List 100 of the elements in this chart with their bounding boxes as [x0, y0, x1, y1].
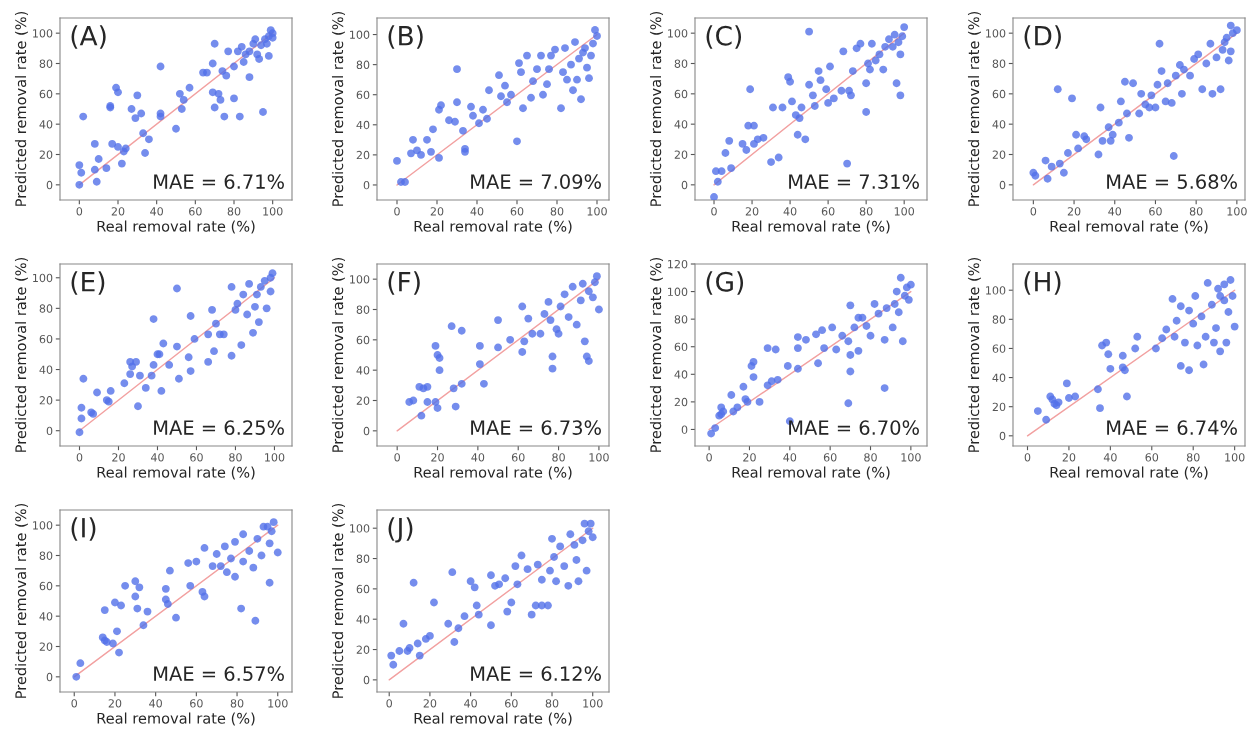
y-tick-label: 80	[356, 60, 370, 70]
y-axis-title: Predicted removal rate (%)	[649, 11, 663, 206]
x-tick-label: 80	[550, 207, 564, 216]
x-tick-label: 20	[1062, 453, 1076, 462]
x-axis-title: Real removal rate (%)	[97, 220, 255, 234]
y-axis-title: Predicted removal rate (%)	[14, 503, 28, 698]
x-tick-label: 40	[150, 207, 163, 216]
x-tick-label: 80	[1189, 207, 1203, 216]
chart-title: (J)	[388, 517, 413, 543]
x-tick-label: 40	[783, 207, 797, 216]
y-tick-label: 60	[674, 89, 688, 99]
x-tick-label: 0	[1030, 207, 1037, 216]
y-tick-label: 100	[668, 29, 688, 38]
y-tick-label: 80	[674, 315, 688, 324]
x-tick-label: 0	[394, 453, 400, 462]
x-tick-label: 60	[189, 207, 202, 216]
x-tick-label: 60	[190, 699, 203, 708]
y-tick-label: 20	[39, 396, 53, 405]
x-tick-label: 40	[149, 699, 162, 708]
x-tick-label: 0	[71, 699, 78, 708]
y-tick-label: 0	[681, 425, 688, 434]
chart-title: (A)	[71, 25, 106, 49]
y-tick-label: 0	[999, 180, 1006, 190]
x-tick-label: 20	[108, 699, 122, 708]
x-tick-label: 20	[743, 453, 756, 462]
chart-title: (B)	[388, 25, 423, 49]
y-axis-title: Predicted removal rate (%)	[331, 503, 345, 698]
y-tick-label: 60	[356, 90, 370, 100]
x-tick-label: 100	[583, 699, 603, 708]
x-tick-label: 20	[423, 699, 437, 708]
annotation: MAE = 6.12%	[471, 666, 601, 681]
y-tick-label: 0	[46, 426, 53, 436]
y-tick-label: 80	[39, 304, 53, 313]
x-tick-label: 80	[859, 207, 873, 216]
x-axis-title: Real removal rate (%)	[414, 466, 572, 480]
y-tick-label: 40	[39, 120, 53, 129]
y-tick-label: 40	[39, 612, 53, 621]
x-tick-label: 40	[783, 453, 797, 462]
chart-title: (E)	[71, 271, 105, 295]
annotation: MAE = 6.57%	[154, 666, 284, 681]
y-tick-label: 20	[356, 150, 370, 160]
x-tick-label: 20	[1067, 207, 1081, 216]
y-tick-label: 20	[39, 642, 53, 651]
x-tick-label: 100	[894, 207, 915, 216]
y-tick-label: 0	[363, 180, 370, 190]
x-tick-label: 100	[901, 453, 921, 462]
y-tick-label: 60	[356, 335, 370, 345]
y-axis-title: Predicted removal rate (%)	[649, 257, 663, 452]
x-tick-label: 80	[545, 699, 559, 708]
x-axis-title: Real removal rate (%)	[97, 466, 255, 480]
x-tick-label: 100	[1227, 207, 1247, 216]
x-tick-label: 20	[431, 453, 444, 462]
chart-title: (F)	[388, 271, 420, 295]
x-tick-label: 60	[1145, 453, 1159, 462]
y-tick-label: 100	[350, 275, 370, 284]
x-tick-label: 60	[190, 453, 203, 462]
x-tick-label: 100	[265, 453, 285, 462]
x-tick-label: 80	[227, 207, 241, 216]
x-tick-label: 60	[1149, 207, 1162, 216]
y-tick-label: 0	[681, 180, 688, 190]
x-tick-label: 60	[823, 453, 837, 462]
y-tick-label: 60	[39, 581, 53, 591]
x-tick-label: 0	[1024, 453, 1031, 462]
y-axis-title: Predicted removal rate (%)	[967, 11, 981, 206]
y-tick-label: 40	[356, 366, 370, 375]
y-tick-label: 20	[356, 645, 370, 654]
y-tick-label: 80	[39, 551, 53, 560]
chart-title: (C)	[706, 25, 742, 49]
x-tick-label: 0	[76, 207, 83, 216]
y-tick-label: 20	[39, 150, 53, 159]
y-tick-label: 80	[39, 59, 53, 68]
y-tick-label: 0	[46, 672, 53, 682]
x-tick-label: 80	[864, 453, 877, 462]
x-axis-title: Real removal rate (%)	[1050, 220, 1208, 234]
y-tick-label: 80	[356, 305, 370, 314]
y-tick-label: 0	[363, 675, 370, 685]
y-axis-title: Predicted removal rate (%)	[14, 257, 28, 452]
y-tick-label: 100	[668, 287, 688, 296]
y-tick-label: 80	[356, 554, 370, 563]
x-tick-label: 100	[587, 207, 607, 216]
x-tick-label: 80	[552, 453, 565, 462]
x-tick-label: 60	[505, 699, 518, 708]
y-tick-label: 0	[999, 431, 1006, 441]
y-tick-label: 60	[992, 89, 1006, 99]
annotation: MAE = 6.71%	[154, 174, 284, 189]
x-axis-title: Real removal rate (%)	[414, 220, 572, 234]
y-tick-label: 0	[46, 180, 53, 190]
y-tick-label: 20	[356, 396, 370, 405]
y-axis-title: Predicted removal rate (%)	[14, 11, 28, 206]
chart-title: (G)	[706, 271, 744, 295]
x-axis-title: Real removal rate (%)	[97, 712, 255, 726]
x-tick-label: 20	[430, 207, 444, 216]
y-tick-label: 20	[992, 150, 1006, 159]
chart-title: (D)	[1024, 25, 1061, 49]
x-tick-label: 40	[150, 453, 164, 462]
y-axis-title: Predicted removal rate (%)	[331, 11, 345, 206]
annotation: MAE = 7.09%	[471, 174, 601, 189]
x-tick-label: 60	[510, 207, 524, 216]
x-tick-label: 80	[1186, 453, 1200, 462]
y-tick-label: 60	[39, 89, 53, 99]
